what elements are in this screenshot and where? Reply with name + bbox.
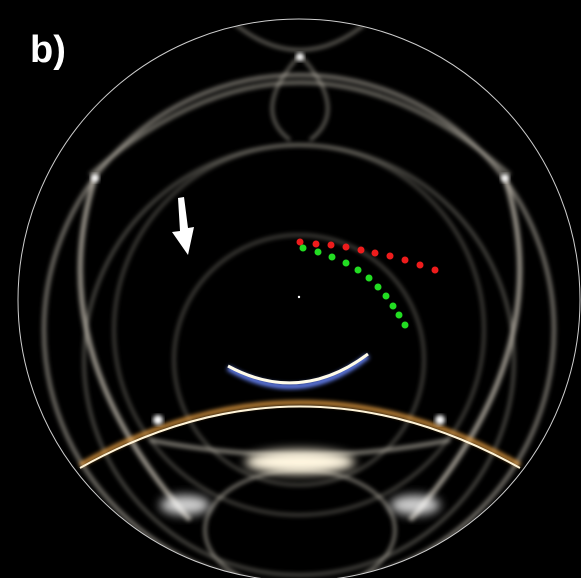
bright-spot <box>245 450 355 474</box>
panel-label: b) <box>30 29 66 71</box>
dot <box>355 267 362 274</box>
background <box>0 0 581 578</box>
dot <box>432 267 439 274</box>
bright-spot <box>91 174 99 182</box>
bright-spot <box>501 174 509 182</box>
bright-spot <box>153 415 163 425</box>
dot <box>390 303 397 310</box>
page-body: b) (() => { const data = JSON.parse(docu… <box>0 0 581 578</box>
dot <box>396 312 403 319</box>
dot <box>387 253 394 260</box>
dot <box>366 275 373 282</box>
bright-spot <box>296 53 304 61</box>
dot <box>329 254 336 261</box>
dot <box>297 239 304 246</box>
dot <box>358 247 365 254</box>
dot <box>343 260 350 267</box>
dot <box>372 250 379 257</box>
bright-spot <box>435 415 445 425</box>
dot <box>402 257 409 264</box>
dot <box>402 322 409 329</box>
dot <box>328 242 335 249</box>
center-point <box>298 296 300 298</box>
pattern-image: b) <box>0 0 581 578</box>
bright-spot <box>160 495 210 515</box>
dot <box>315 249 322 256</box>
dot <box>417 262 424 269</box>
dot <box>375 284 382 291</box>
dot <box>313 241 320 248</box>
dot <box>343 244 350 251</box>
dot <box>300 245 307 252</box>
bright-spot <box>390 495 440 515</box>
dot <box>383 293 390 300</box>
page: {"panel_label": "b)"} html, body { margi… <box>0 0 581 578</box>
